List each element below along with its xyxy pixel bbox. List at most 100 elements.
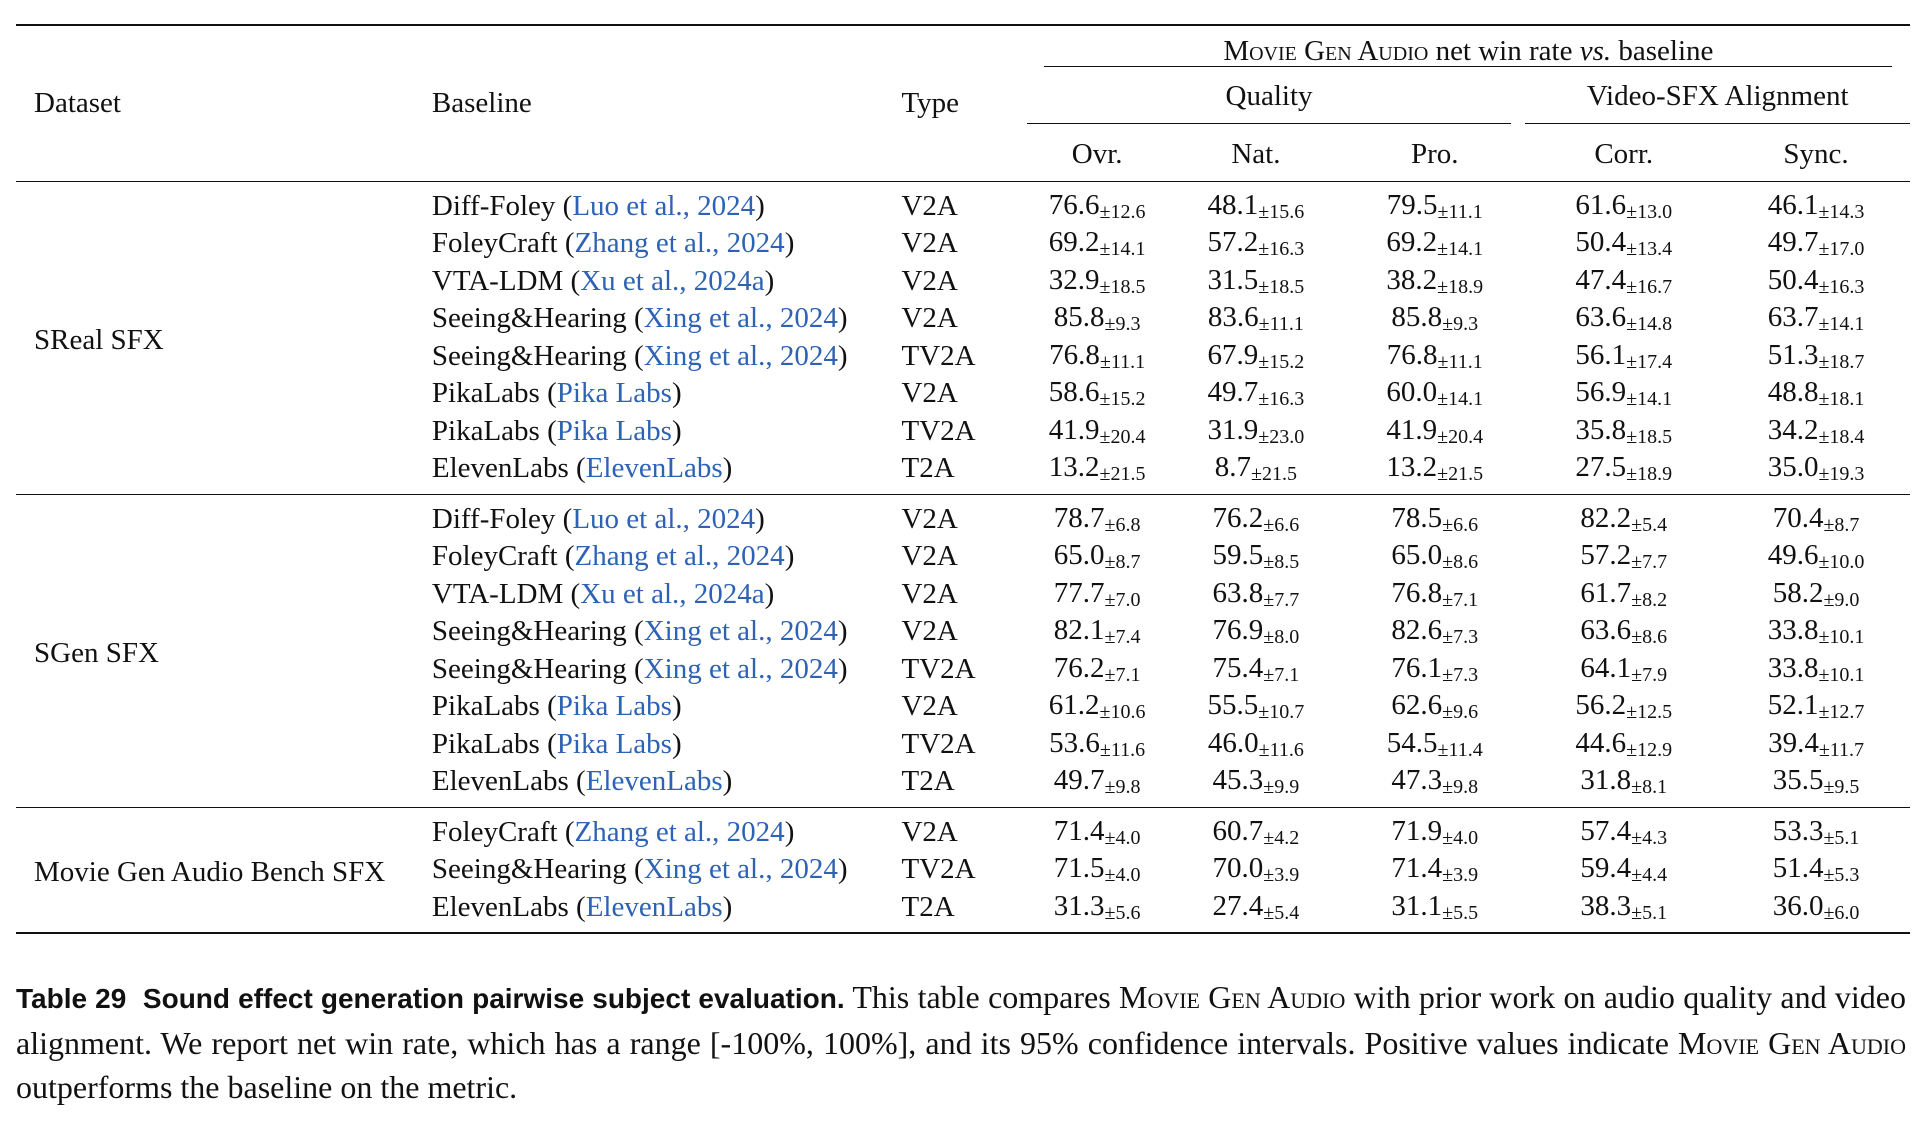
table-row: PikaLabs (Pika Labs) V2A 61.2±10.6 55.5±10.… (16, 688, 1910, 726)
dataset-cell: SGen SFX (34, 637, 159, 669)
value-cell: 56.9±14.1 (1525, 375, 1722, 413)
type-cell: V2A (901, 189, 958, 222)
value-main: 31.8 (1580, 764, 1632, 797)
citation-link[interactable]: Xing et al., 2024 (643, 853, 838, 886)
citation-link[interactable]: Xing et al., 2024 (643, 652, 838, 685)
value-cell: 58.2±9.0 (1722, 576, 1910, 614)
type-cell: TV2A (901, 414, 976, 447)
value-cell: 63.8±7.7 (1168, 576, 1345, 614)
value-cell: 38.2±18.9 (1344, 263, 1525, 301)
header-nat: Nat. (1231, 138, 1281, 171)
baseline-cell: ElevenLabs (ElevenLabs) (431, 452, 733, 485)
value-cell: 76.8±11.1 (1344, 338, 1525, 376)
baseline-name: Seeing&Hearing (431, 302, 627, 335)
value-cell: 70.4±8.7 (1722, 494, 1910, 538)
dataset-cell: Movie Gen Audio Bench SFX (34, 856, 386, 889)
baseline-cell: Seeing&Hearing (Xing et al., 2024) (431, 302, 848, 335)
value-cell: 35.5±9.5 (1722, 763, 1910, 807)
value-cell: 50.4±13.4 (1525, 225, 1722, 263)
value-main: 35.5 (1772, 764, 1824, 797)
value-main: 59.4 (1580, 852, 1632, 885)
citation-link[interactable]: Xing et al., 2024 (643, 615, 838, 648)
citation-link[interactable]: Xing et al., 2024 (643, 339, 838, 372)
table-row: SGen SFX Diff-Foley (Luo et al., 2024) V2A… (16, 494, 1910, 668)
value-ci: ±11.1 (1258, 313, 1304, 336)
citation-link[interactable]: Xu et al., 2024a (580, 264, 765, 297)
citation-link[interactable]: Pika Labs (556, 414, 672, 447)
type-cell: TV2A (901, 339, 976, 372)
value-main: 77.7 (1053, 576, 1105, 609)
table-row: FoleyCraft (Zhang et al., 2024) V2A 65.0±8… (16, 538, 1910, 576)
table-row: Seeing&Hearing (Xing et al., 2024) TV2A 71… (16, 851, 1910, 889)
value-cell: 63.7±14.1 (1722, 300, 1910, 338)
value-cell: 53.3±5.1 (1722, 807, 1910, 851)
citation-link[interactable]: Pika Labs (556, 377, 672, 410)
citation-link[interactable]: Zhang et al., 2024 (574, 227, 785, 260)
citation-link[interactable]: Zhang et al., 2024 (574, 540, 785, 573)
value-ci: ±8.0 (1263, 626, 1300, 649)
value-main: 38.3 (1580, 889, 1632, 922)
value-main: 36.0 (1772, 889, 1824, 922)
baseline-name: PikaLabs (431, 727, 540, 760)
value-main: 44.6 (1575, 726, 1627, 759)
table-row: VTA-LDM (Xu et al., 2024a) V2A 32.9±18.5 31… (16, 263, 1910, 301)
baseline-cell: VTA-LDM (Xu et al., 2024a) (431, 264, 775, 297)
value-main: 46.1 (1767, 188, 1819, 221)
value-cell: 71.4±4.0 (1027, 807, 1168, 851)
value-ci: ±5.4 (1263, 901, 1300, 924)
baseline-cell: Seeing&Hearing (Xing et al., 2024) (431, 615, 848, 648)
citation-link[interactable]: Luo et al., 2024 (572, 502, 756, 535)
value-main: 76.2 (1212, 501, 1264, 534)
citation-link[interactable]: Pika Labs (556, 727, 672, 760)
value-ci: ±18.9 (1437, 275, 1484, 298)
value-main: 70.4 (1772, 501, 1824, 534)
value-cell: 41.9±20.4 (1027, 413, 1168, 451)
baseline-name: Seeing&Hearing (431, 853, 627, 886)
value-main: 75.4 (1212, 651, 1264, 684)
value-main: 82.1 (1053, 614, 1105, 647)
value-main: 57.4 (1580, 814, 1632, 847)
value-ci: ±8.7 (1104, 551, 1141, 574)
value-ci: ±14.1 (1437, 388, 1484, 411)
caption-model-1: Movie Gen Audio (1119, 979, 1346, 1015)
value-ci: ±4.3 (1631, 826, 1668, 849)
citation-link[interactable]: Zhang et al., 2024 (574, 815, 785, 848)
citation-link[interactable]: Pika Labs (556, 690, 672, 723)
value-ci: ±18.4 (1818, 425, 1865, 448)
value-cell: 67.9±15.2 (1168, 338, 1345, 376)
header-type: Type (901, 86, 960, 119)
value-ci: ±15.2 (1258, 350, 1305, 373)
citation-link[interactable]: ElevenLabs (585, 890, 723, 923)
value-cell: 31.8±8.1 (1525, 763, 1722, 807)
value-ci: ±4.4 (1631, 864, 1668, 887)
value-ci: ±15.2 (1099, 388, 1146, 411)
citation-link[interactable]: ElevenLabs (585, 765, 723, 798)
value-main: 48.8 (1767, 376, 1819, 409)
value-ci: ±20.4 (1099, 425, 1146, 448)
value-main: 49.6 (1767, 539, 1819, 572)
value-main: 33.8 (1767, 614, 1819, 647)
value-cell: 85.8±9.3 (1027, 300, 1168, 338)
value-ci: ±6.8 (1104, 513, 1141, 536)
value-main: 78.7 (1053, 501, 1105, 534)
citation-link[interactable]: Xu et al., 2024a (580, 577, 765, 610)
table-row: Seeing&Hearing (Xing et al., 2024) TV2A 76… (16, 338, 1910, 376)
citation-link[interactable]: Luo et al., 2024 (572, 189, 756, 222)
value-cell: 47.4±16.7 (1525, 263, 1722, 301)
value-main: 41.9 (1386, 413, 1438, 446)
value-main: 71.4 (1391, 852, 1443, 885)
value-ci: ±8.6 (1442, 551, 1479, 574)
value-main: 53.6 (1049, 726, 1100, 759)
results-table: Dataset Baseline Type Movie Gen Audio ne… (16, 24, 1910, 934)
value-main: 50.4 (1575, 226, 1627, 259)
value-main: 58.6 (1048, 376, 1100, 409)
value-main: 61.2 (1048, 689, 1100, 722)
citation-link[interactable]: ElevenLabs (585, 452, 723, 485)
citation-link[interactable]: Xing et al., 2024 (643, 302, 838, 335)
value-ci: ±9.3 (1442, 313, 1479, 336)
value-main: 62.6 (1391, 689, 1443, 722)
header-alignment: Video-SFX Alignment (1525, 77, 1910, 129)
value-main: 76.1 (1391, 651, 1443, 684)
value-ci: ±7.1 (1104, 663, 1141, 686)
value-cell: 8.7±21.5 (1168, 450, 1345, 494)
